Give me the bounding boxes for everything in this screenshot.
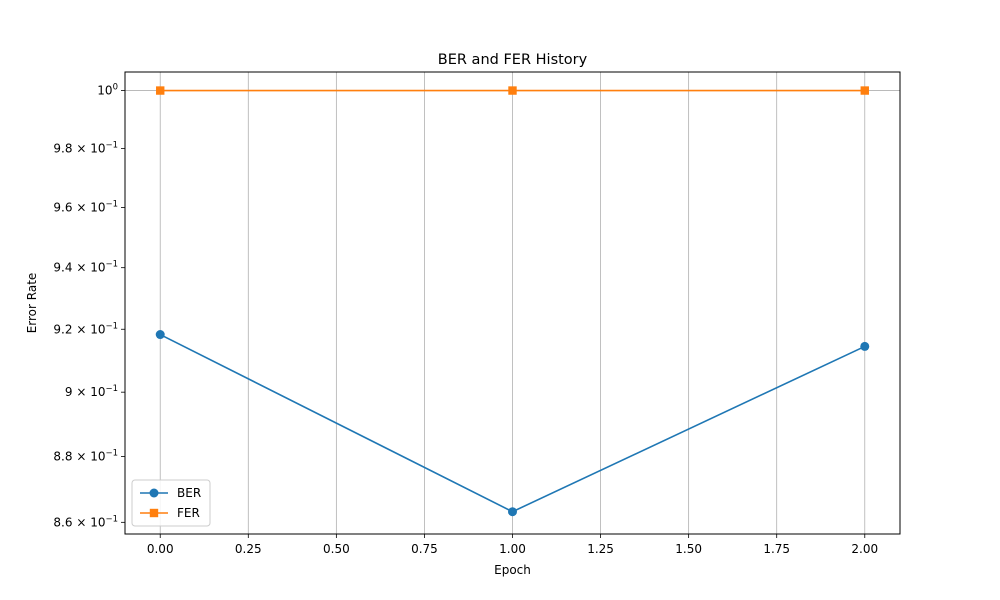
fer-point	[860, 86, 869, 95]
y-tick-label: 9 × 10−1	[65, 384, 118, 399]
x-axis: 0.00 0.25 0.50 0.75 1.00 1.25 1.50 1.75 2.00	[147, 534, 878, 556]
legend-label-ber: BER	[177, 486, 201, 500]
y-tick-label: 9.6 × 10−1	[53, 199, 118, 214]
ber-point	[860, 341, 870, 351]
x-tick-label: 1.25	[587, 542, 614, 556]
legend: BER FER	[131, 479, 211, 527]
legend-marker-fer	[149, 508, 159, 518]
y-axis-title: Error Rate	[25, 273, 39, 334]
fer-point	[508, 86, 517, 95]
series-layer	[155, 86, 870, 517]
y-tick-label: 9.2 × 10−1	[53, 321, 118, 336]
y-tick-label: 8.6 × 10−1	[53, 514, 118, 529]
legend-label-fer: FER	[177, 506, 200, 520]
x-tick-label: 1.75	[763, 542, 790, 556]
legend-marker-ber	[149, 488, 159, 498]
x-axis-title: Epoch	[494, 563, 531, 577]
x-tick-label: 2.00	[851, 542, 878, 556]
x-tick-label: 1.00	[499, 542, 526, 556]
chart-title: BER and FER History	[438, 52, 588, 68]
ber-point	[508, 507, 517, 517]
y-tick-label: 9.4 × 10−1	[53, 260, 118, 275]
x-tick-label: 1.50	[675, 542, 702, 556]
y-tick-label: 9.8 × 10−1	[53, 140, 118, 155]
ber-point	[155, 330, 165, 340]
x-tick-label: 0.25	[235, 542, 262, 556]
fer-point	[156, 86, 165, 95]
x-tick-label: 0.00	[147, 542, 174, 556]
y-axis: 100 9.8 × 10−1 9.6 × 10−1 9.4 × 10−1 9.2 × 1…	[53, 83, 125, 529]
y-tick-label: 8.8 × 10−1	[53, 449, 118, 464]
y-tick-label: 100	[97, 83, 118, 98]
x-tick-label: 0.75	[411, 542, 438, 556]
x-tick-label: 0.50	[323, 542, 350, 556]
